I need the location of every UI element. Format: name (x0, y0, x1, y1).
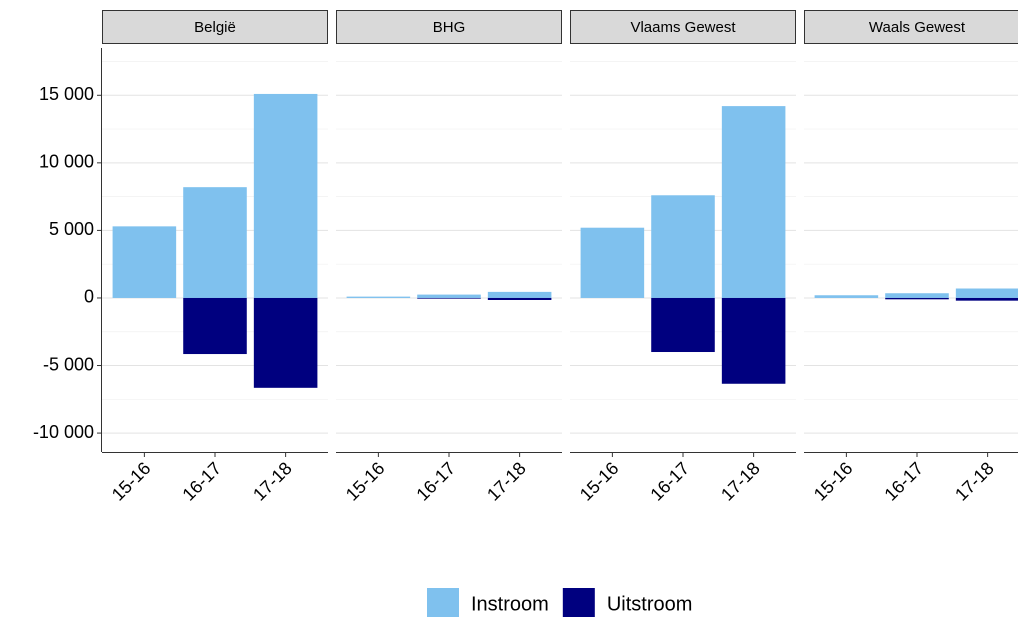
bar (183, 187, 247, 298)
x-tick-label: 16-17 (412, 458, 459, 505)
facet-title: Waals Gewest (869, 19, 966, 36)
facet-title: Vlaams Gewest (630, 19, 736, 36)
facet-strip (570, 10, 796, 44)
x-tick-label: 17-18 (249, 458, 296, 505)
bar (183, 297, 247, 355)
y-tick-label: 5 000 (49, 219, 94, 239)
x-tick-label: 17-18 (483, 458, 530, 505)
x-tick-label: 15-16 (810, 458, 857, 505)
y-tick-label: 10 000 (39, 152, 94, 172)
bar (417, 297, 481, 299)
bar (955, 288, 1018, 298)
bar (955, 297, 1018, 301)
facet-title: BHG (433, 19, 466, 36)
bar (721, 297, 786, 384)
bar (721, 106, 786, 298)
bar (814, 295, 879, 298)
y-tick-label: 0 (84, 287, 94, 307)
bar (253, 93, 318, 298)
x-tick-label: 17-18 (951, 458, 998, 505)
x-tick-label: 15-16 (576, 458, 623, 505)
bar (885, 297, 949, 300)
bar (885, 293, 949, 298)
x-tick-label: 16-17 (178, 458, 225, 505)
facet-strip (804, 10, 1018, 44)
bar (346, 296, 411, 298)
bar (580, 227, 645, 298)
bar (487, 291, 552, 298)
legend-label: Instroom (471, 593, 549, 615)
bar (651, 297, 715, 353)
legend-label: Uitstroom (607, 593, 693, 615)
bar (487, 297, 552, 300)
y-tick-label: 15 000 (39, 84, 94, 104)
bar (417, 294, 481, 298)
bar (253, 297, 318, 388)
facet-strip (336, 10, 562, 44)
y-tick-label: -10 000 (33, 422, 94, 442)
legend-key (562, 588, 595, 617)
bar (112, 226, 177, 298)
x-tick-label: 16-17 (880, 458, 927, 505)
bar (651, 195, 715, 298)
x-tick-label: 17-18 (717, 458, 764, 505)
x-tick-label: 16-17 (646, 458, 693, 505)
x-tick-label: 15-16 (342, 458, 389, 505)
legend-key (427, 588, 459, 617)
y-tick-label: -5 000 (43, 354, 94, 374)
facet-title: België (194, 19, 236, 36)
x-tick-label: 15-16 (108, 458, 155, 505)
facet-strip (102, 10, 328, 44)
